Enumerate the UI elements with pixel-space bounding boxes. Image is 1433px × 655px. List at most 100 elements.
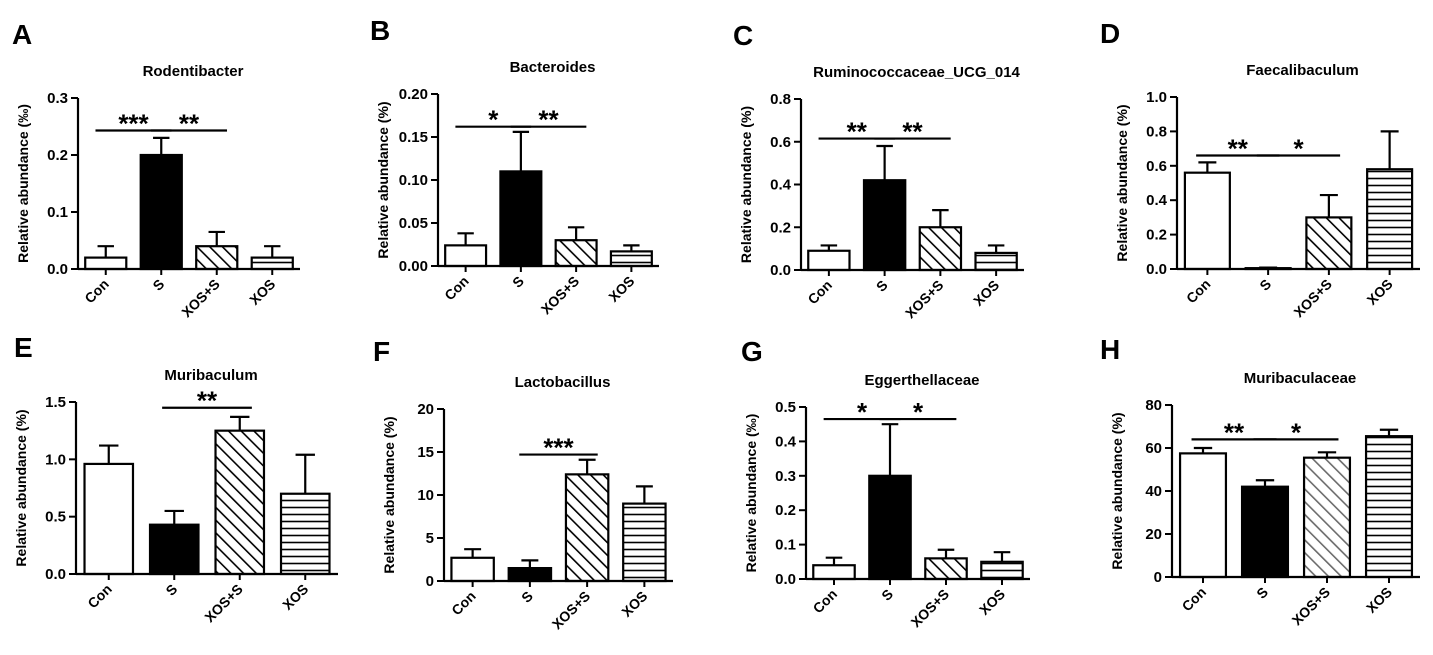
bar-s xyxy=(499,170,543,268)
x-tick-label: XOS xyxy=(246,276,278,308)
x-tick-label: XOS xyxy=(976,586,1008,618)
panel-letter: B xyxy=(370,15,390,46)
y-tick-label: 0.2 xyxy=(1146,227,1167,244)
bar-xos-s xyxy=(1302,456,1352,579)
x-tick-label: S xyxy=(1253,584,1271,602)
x-tick-label: XOS xyxy=(605,273,637,305)
panel-letter: G xyxy=(741,336,763,367)
x-tick-label: S xyxy=(162,581,180,599)
significance-label: * xyxy=(1291,417,1302,447)
x-tick-label: S xyxy=(518,588,536,606)
x-tick-label: Con xyxy=(441,273,472,304)
y-tick-label: 0.0 xyxy=(47,261,68,278)
y-tick-label: 0.4 xyxy=(1146,192,1168,209)
panel-letter: D xyxy=(1100,18,1120,49)
y-tick-label: 0.0 xyxy=(770,262,791,279)
significance-label: * xyxy=(913,397,924,427)
y-tick-label: 0.6 xyxy=(770,134,791,151)
bar-xos-s xyxy=(564,473,610,583)
y-tick-label: 20 xyxy=(1145,526,1162,543)
y-tick-label: 0.4 xyxy=(775,433,797,450)
y-tick-label: 0.5 xyxy=(45,509,66,526)
panel-letter: A xyxy=(12,19,32,50)
y-tick-label: 0 xyxy=(1154,569,1162,586)
y-axis-label: Relative abundance (%) xyxy=(13,409,29,566)
chart-panel-f: F Lactobacillus Relative abundance (%) Con S… xyxy=(373,336,673,632)
chart-title: Rodentibacter xyxy=(143,63,244,80)
x-tick-label: XOS+S xyxy=(908,586,953,631)
bar-xos xyxy=(1366,168,1414,271)
y-axis-label: Relative abundance (%) xyxy=(375,101,391,258)
bar-xos xyxy=(609,250,653,268)
bar-con xyxy=(83,462,135,576)
x-tick-label: Con xyxy=(448,588,479,619)
bar-s xyxy=(507,566,553,583)
bar-con xyxy=(84,256,128,271)
y-tick-label: 0.4 xyxy=(770,177,792,194)
y-tick-label: 1.0 xyxy=(1146,89,1167,106)
y-tick-label: 0.00 xyxy=(399,258,428,275)
y-tick-label: 0.3 xyxy=(775,468,796,485)
x-tick-label: XOS+S xyxy=(1290,276,1335,321)
x-tick-label: XOS+S xyxy=(538,273,583,318)
y-axis-label: Relative abundance (%) xyxy=(738,106,754,263)
bar-s xyxy=(868,474,912,581)
chart-title: Eggerthellaceae xyxy=(864,372,979,389)
y-tick-label: 0.8 xyxy=(1146,123,1167,140)
y-tick-label: 1.5 xyxy=(45,394,66,411)
y-tick-label: 0.6 xyxy=(1146,158,1167,175)
bar-con xyxy=(807,249,851,272)
x-tick-label: XOS+S xyxy=(549,588,594,633)
x-tick-label: Con xyxy=(81,276,112,307)
significance-label: ** xyxy=(179,108,200,138)
significance-label: * xyxy=(488,105,499,135)
bar-con xyxy=(1178,452,1228,579)
x-tick-label: XOS+S xyxy=(1289,584,1334,629)
bar-xos xyxy=(279,492,331,576)
bar-xos xyxy=(980,560,1024,581)
y-tick-label: 0.0 xyxy=(45,566,66,583)
y-tick-label: 10 xyxy=(417,487,434,504)
chart-panel-a: A Rodentibacter Relative abundance (‰) Con S… xyxy=(12,19,300,320)
x-tick-label: XOS xyxy=(1363,584,1395,616)
chart-panel-c: C Ruminococcaceae_UCG_014 Relative abundan… xyxy=(733,20,1024,321)
x-tick-label: XOS xyxy=(1364,276,1396,308)
panel-letter: C xyxy=(733,20,753,51)
x-tick-label: S xyxy=(878,586,896,604)
significance-label: * xyxy=(857,397,868,427)
chart-title: Muribaculaceae xyxy=(1244,370,1357,387)
y-axis-label: Relative abundance (‰) xyxy=(15,104,31,263)
y-tick-label: 20 xyxy=(417,401,434,418)
panel-letter: E xyxy=(14,332,33,363)
bar-xos xyxy=(1364,435,1414,579)
y-tick-label: 40 xyxy=(1145,483,1162,500)
chart-title: Faecalibaculum xyxy=(1246,62,1359,79)
x-tick-label: Con xyxy=(810,586,841,617)
x-tick-label: XOS+S xyxy=(201,581,246,626)
chart-panel-b: B Bacteroides Relative abundance (%) Con S XO… xyxy=(370,15,659,317)
bar-con xyxy=(812,564,856,581)
bar-xos-s xyxy=(195,245,239,271)
bar-s xyxy=(1240,485,1290,579)
chart-title: Ruminococcaceae_UCG_014 xyxy=(813,64,1020,81)
y-tick-label: 0.2 xyxy=(775,502,796,519)
significance-label: * xyxy=(1293,133,1304,163)
x-tick-label: Con xyxy=(84,581,115,612)
bar-s xyxy=(862,179,907,272)
y-tick-label: 15 xyxy=(417,444,434,461)
y-tick-label: 0.1 xyxy=(47,204,68,221)
x-tick-label: S xyxy=(509,273,527,291)
y-tick-label: 0.20 xyxy=(399,86,428,103)
bar-xos-s xyxy=(554,239,598,268)
bar-con xyxy=(450,556,495,583)
y-tick-label: 0.1 xyxy=(775,537,796,554)
significance-label: *** xyxy=(118,108,149,138)
chart-panel-d: D Faecalibaculum Relative abundance (%) Con… xyxy=(1100,18,1420,320)
x-tick-label: S xyxy=(149,276,167,294)
chart-title: Bacteroides xyxy=(510,59,596,76)
y-axis-label: Relative abundance (%) xyxy=(1114,104,1130,261)
y-tick-label: 0.8 xyxy=(770,91,791,108)
panel-letter: F xyxy=(373,336,390,367)
significance-label: ** xyxy=(538,105,559,135)
